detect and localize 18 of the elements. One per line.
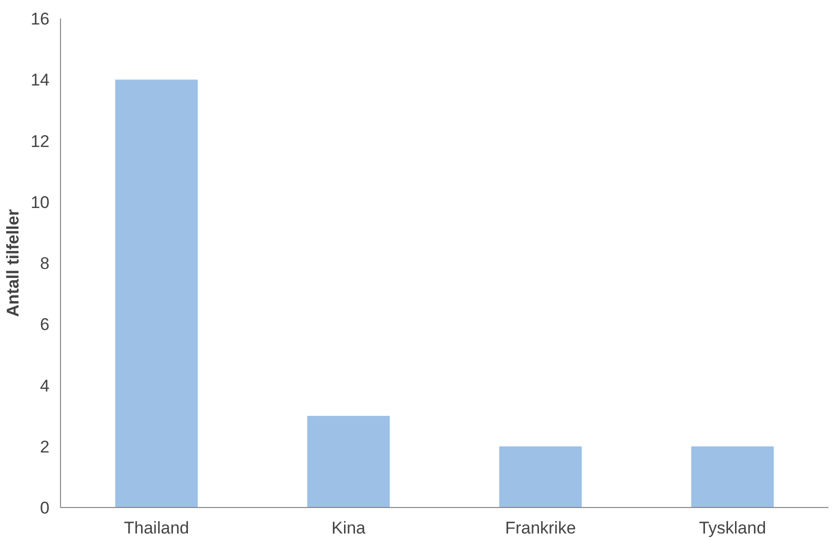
y-tick-label: 4 xyxy=(40,376,50,396)
x-tick-label: Frankrike xyxy=(505,518,576,538)
y-tick-label: 8 xyxy=(40,254,50,273)
bar xyxy=(499,446,582,508)
y-axis-title: Antall tilfeller xyxy=(4,208,23,317)
y-tick-label: 12 xyxy=(30,132,50,151)
y-tick-label: 10 xyxy=(30,192,50,212)
y-tick-label: 6 xyxy=(40,315,50,334)
x-tick-label: Tyskland xyxy=(698,518,766,538)
y-tick-label: 0 xyxy=(40,498,50,518)
y-tick-label: 14 xyxy=(30,70,50,90)
bar xyxy=(307,416,390,508)
y-tick-label: 16 xyxy=(30,10,50,28)
x-tick-label: Kina xyxy=(331,518,366,538)
x-tick-label: Thailand xyxy=(124,518,190,538)
y-tick-label: 2 xyxy=(40,437,50,456)
bar xyxy=(691,446,774,508)
bar xyxy=(115,80,198,508)
